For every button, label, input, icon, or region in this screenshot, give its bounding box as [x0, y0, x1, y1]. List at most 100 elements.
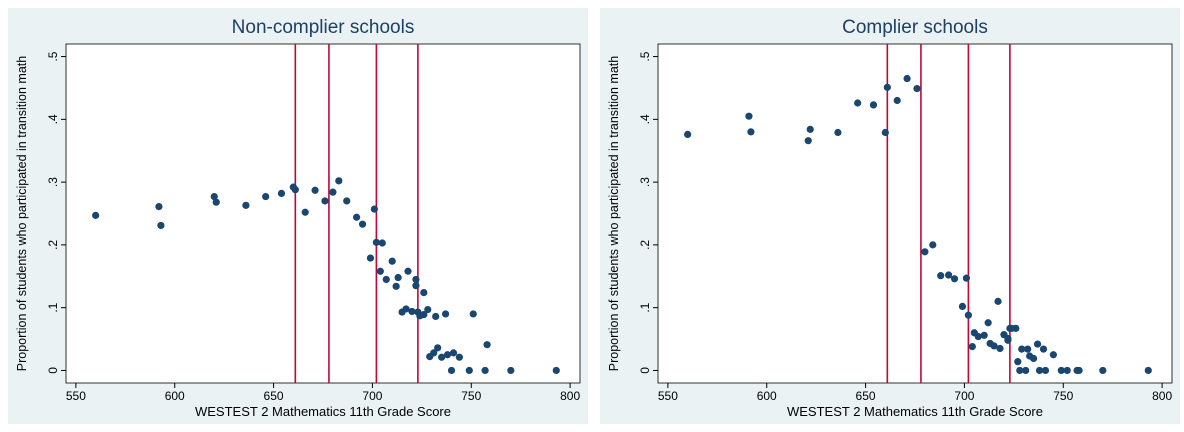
- x-tick-label: 800: [560, 389, 580, 403]
- data-point: [834, 128, 842, 137]
- data-point: [1099, 366, 1107, 375]
- data-point: [321, 197, 329, 205]
- data-point: [394, 273, 402, 282]
- x-axis-label: WESTEST 2 Mathematics 11th Grade Score: [787, 404, 1043, 419]
- y-tick-label: .4: [638, 114, 652, 124]
- data-point: [1030, 354, 1038, 363]
- data-point: [984, 319, 992, 327]
- data-point: [447, 366, 456, 375]
- data-point: [157, 221, 165, 230]
- data-point: [443, 351, 452, 359]
- data-point: [481, 366, 489, 375]
- data-point: [469, 310, 477, 318]
- data-point: [420, 310, 428, 319]
- data-point: [155, 202, 163, 211]
- data-point: [277, 189, 286, 198]
- data-point: [893, 96, 901, 105]
- data-point: [1018, 345, 1026, 353]
- data-point: [366, 254, 375, 262]
- panel-non-complier: Non-complier schools 550 600 650 700 750 800 0.…: [8, 8, 588, 424]
- data-point: [358, 220, 367, 228]
- data-point: [1041, 366, 1050, 375]
- y-tick-label: .2: [46, 240, 60, 250]
- data-point: [964, 311, 972, 319]
- data-point: [552, 366, 560, 375]
- data-point: [958, 302, 967, 311]
- data-point: [412, 282, 420, 290]
- data-point: [311, 186, 319, 194]
- plot-area: [657, 43, 1173, 384]
- data-point: [92, 211, 100, 219]
- data-point: [408, 307, 416, 316]
- data-point: [994, 297, 1002, 305]
- y-tick-label: .2: [638, 240, 652, 250]
- y-tick-label: .1: [638, 302, 652, 312]
- data-point: [404, 267, 412, 275]
- data-point: [1035, 366, 1044, 375]
- data-point: [745, 112, 753, 120]
- data-point: [388, 257, 396, 265]
- data-point: [869, 101, 878, 109]
- data-point: [376, 267, 384, 275]
- data-point: [212, 198, 220, 206]
- data-point: [329, 188, 337, 196]
- data-point: [242, 201, 250, 209]
- data-point: [804, 137, 812, 145]
- data-point: [854, 99, 862, 107]
- data-point: [913, 84, 921, 93]
- data-point: [1012, 324, 1020, 332]
- data-point: [335, 177, 343, 185]
- data-point: [945, 271, 953, 279]
- data-point: [378, 239, 386, 247]
- data-point: [465, 366, 473, 375]
- x-axis-label: WESTEST 2 Mathematics 11th Grade Score: [195, 404, 451, 419]
- y-tick-label: .4: [46, 114, 60, 124]
- y-tick-label: 0: [46, 367, 60, 374]
- data-point: [990, 342, 998, 350]
- data-point: [210, 192, 218, 201]
- chart-title: Non-complier schools: [232, 17, 415, 38]
- data-point: [974, 332, 982, 341]
- data-point: [684, 130, 692, 138]
- x-tick-label: 600: [757, 389, 777, 403]
- data-point: [883, 83, 891, 91]
- data-point: [392, 282, 400, 290]
- data-point: [424, 305, 432, 314]
- data-point: [483, 341, 491, 349]
- y-tick-label: .3: [46, 177, 60, 187]
- data-point: [1075, 366, 1083, 375]
- data-point: [980, 331, 988, 339]
- x-tick-label: 650: [856, 389, 876, 403]
- x-tick-label: 600: [165, 389, 185, 403]
- data-point: [372, 238, 380, 246]
- data-point: [1049, 351, 1057, 359]
- data-point: [432, 312, 440, 321]
- data-point: [996, 344, 1004, 353]
- data-point: [370, 205, 378, 213]
- data-point: [1057, 366, 1065, 375]
- data-point: [1063, 366, 1071, 375]
- data-point: [301, 208, 309, 216]
- data-point: [507, 366, 515, 375]
- data-point: [430, 349, 438, 357]
- x-tick-label: 550: [658, 389, 678, 403]
- data-point: [434, 344, 442, 352]
- data-point: [1033, 340, 1042, 348]
- data-point: [1014, 358, 1022, 366]
- x-tick-label: 750: [461, 389, 481, 403]
- plot-area: [65, 43, 581, 384]
- data-point: [412, 275, 420, 284]
- y-tick-label: .5: [638, 51, 652, 61]
- x-tick-label: 700: [362, 389, 382, 403]
- data-point: [441, 310, 450, 318]
- data-point: [343, 197, 351, 205]
- data-point: [438, 353, 446, 361]
- x-tick-label: 800: [1152, 389, 1172, 403]
- data-point: [1024, 345, 1032, 353]
- x-tick-label: 650: [264, 389, 284, 403]
- data-point: [1004, 334, 1012, 343]
- data-point: [353, 213, 361, 221]
- y-axis-label: Proportion of students who participated …: [15, 56, 29, 372]
- data-point: [806, 125, 814, 133]
